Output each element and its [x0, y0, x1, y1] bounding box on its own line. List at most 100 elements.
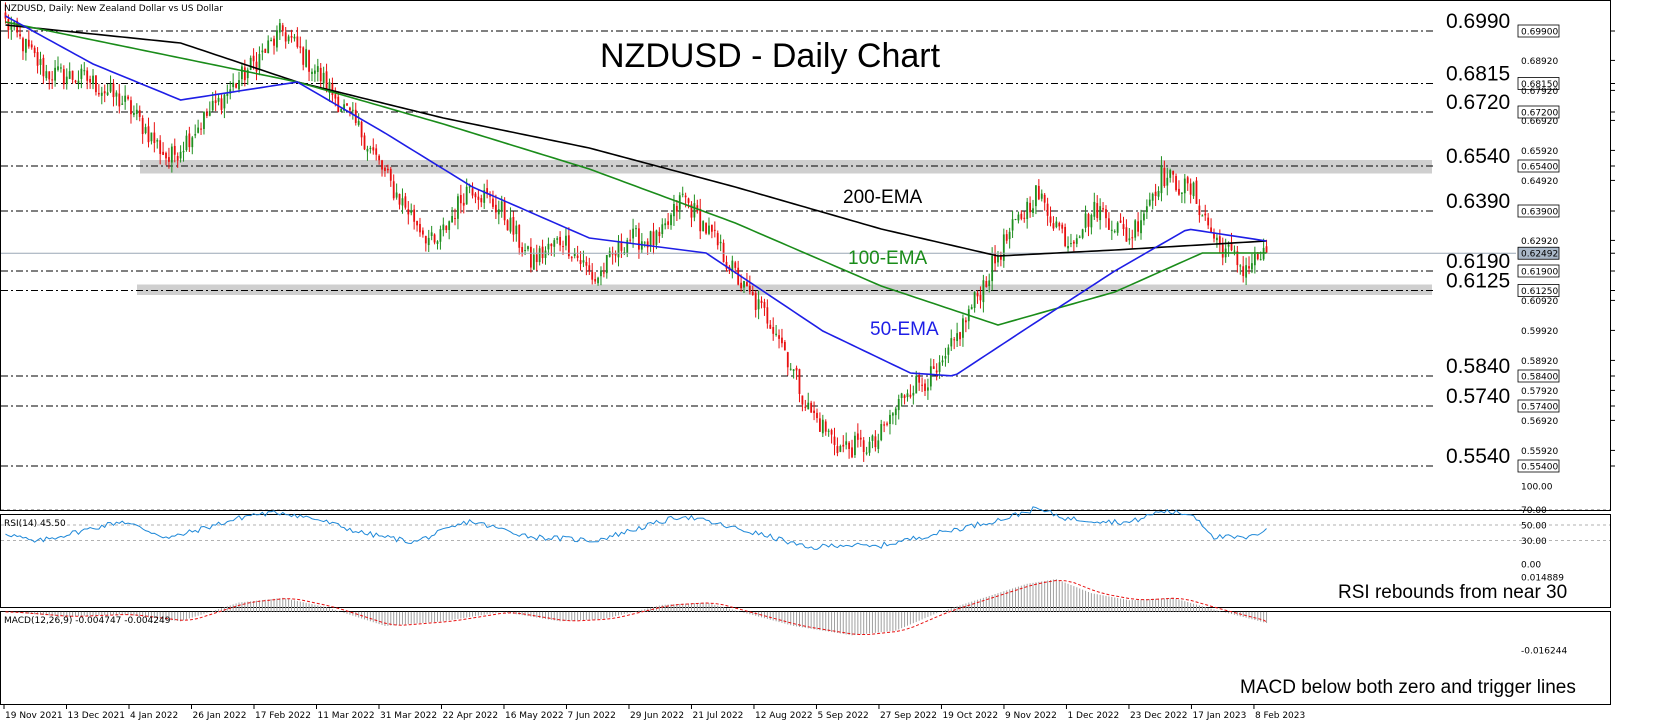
- date-label: 31 Mar 2022: [380, 711, 437, 721]
- candle-body: [783, 341, 786, 351]
- candle-body: [45, 71, 48, 79]
- date-label: 21 Jul 2022: [692, 711, 743, 721]
- candle-body: [912, 392, 915, 396]
- date-label: 9 Nov 2022: [1005, 711, 1057, 721]
- candle-body: [197, 127, 200, 133]
- candle-body: [246, 69, 249, 79]
- candle-body: [179, 151, 182, 159]
- candle-body: [1251, 263, 1253, 270]
- candle-body: [597, 277, 599, 284]
- candle-body: [366, 148, 369, 152]
- candle-body: [1245, 265, 1248, 278]
- candle-body: [693, 203, 696, 218]
- candle-body: [48, 71, 51, 80]
- candle-body: [1017, 214, 1020, 221]
- price-tag: [1517, 284, 1560, 297]
- candle-body: [457, 196, 459, 219]
- candle-body: [249, 57, 252, 70]
- date-label: 5 Sep 2022: [817, 711, 868, 721]
- candle-body: [664, 223, 667, 226]
- ema-label: 200-EMA: [843, 187, 923, 208]
- candle-body: [524, 249, 526, 251]
- candle-body: [623, 252, 626, 254]
- candle-body: [468, 186, 471, 188]
- candle-body: [147, 126, 150, 143]
- candle-body: [845, 441, 848, 445]
- candle-body: [156, 140, 159, 142]
- candle-body: [287, 36, 290, 42]
- candle-body: [284, 32, 287, 42]
- candle-body: [1151, 193, 1154, 201]
- date-axis: 19 Nov 2021 13 Dec 2021 4 Jan 2022 26 Jan 2…: [3, 705, 1305, 721]
- candle-body: [740, 282, 742, 289]
- candle-body: [906, 393, 909, 398]
- candle-body: [421, 230, 424, 235]
- candle-body: [737, 267, 740, 285]
- candle-body: [781, 337, 783, 344]
- chart-title: NZDUSD - Daily Chart: [600, 37, 941, 75]
- candle-body: [819, 418, 821, 432]
- candle-body: [1116, 222, 1119, 233]
- candle-body: [734, 262, 737, 268]
- level-label: 0.6815: [1446, 63, 1510, 86]
- candle-body: [839, 446, 842, 452]
- candle-body: [731, 260, 734, 272]
- candle-body: [80, 68, 83, 79]
- candle-body: [337, 96, 340, 113]
- candle-body: [235, 83, 237, 88]
- candle-body: [276, 30, 278, 48]
- candle-body: [442, 224, 445, 231]
- candle-body: [1008, 231, 1011, 240]
- date-label: 7 Jun 2022: [567, 711, 615, 721]
- candle-body: [988, 280, 991, 287]
- candle-body: [369, 147, 372, 150]
- candle-body: [585, 261, 588, 266]
- candle-body: [477, 196, 480, 200]
- candle-body: [950, 338, 953, 347]
- ema-line-50-EMA: [5, 15, 1267, 377]
- candle-body: [130, 100, 132, 115]
- price-tag-label: 0.63900: [1521, 208, 1558, 218]
- candle-body: [547, 243, 550, 250]
- candle-body: [293, 36, 296, 39]
- candle-body: [74, 80, 77, 83]
- candle-body: [1113, 231, 1116, 233]
- candle-body: [334, 94, 337, 99]
- candle-body: [530, 246, 532, 268]
- candle-body: [302, 47, 305, 65]
- candle-body: [521, 247, 524, 253]
- level-label: 0.5740: [1446, 385, 1510, 408]
- candle-body: [506, 220, 509, 231]
- candle-body: [1175, 176, 1177, 191]
- candle-body: [801, 395, 804, 405]
- candle-body: [270, 39, 273, 41]
- candle-body: [795, 367, 798, 371]
- candle-body: [658, 231, 661, 237]
- candle-body: [786, 352, 789, 368]
- candle-body: [775, 333, 778, 335]
- price-tag: [1517, 159, 1560, 173]
- candle-body: [474, 193, 477, 198]
- candle-body: [1043, 194, 1046, 203]
- candle-body: [159, 140, 162, 154]
- candle-body: [153, 132, 156, 143]
- price-tag-label: 0.65400: [1521, 163, 1558, 173]
- candle-body: [608, 251, 611, 257]
- candle-body: [719, 241, 722, 244]
- candle-body: [1233, 250, 1236, 252]
- candle-body: [1093, 201, 1096, 217]
- candle-body: [150, 132, 153, 142]
- candle-body: [833, 436, 836, 445]
- rsi-axis-label: 70.00: [1521, 506, 1547, 516]
- price-axis-label: 0.66920: [1521, 117, 1558, 127]
- candle-body: [445, 225, 448, 231]
- candle-body: [71, 70, 74, 80]
- candle-body: [778, 335, 780, 339]
- date-label: 22 Apr 2022: [442, 711, 498, 721]
- candle-body: [1143, 213, 1145, 221]
- candle-body: [900, 393, 903, 398]
- candle-body: [135, 109, 138, 114]
- level-label: 0.6720: [1446, 91, 1510, 114]
- candle-body: [810, 402, 813, 413]
